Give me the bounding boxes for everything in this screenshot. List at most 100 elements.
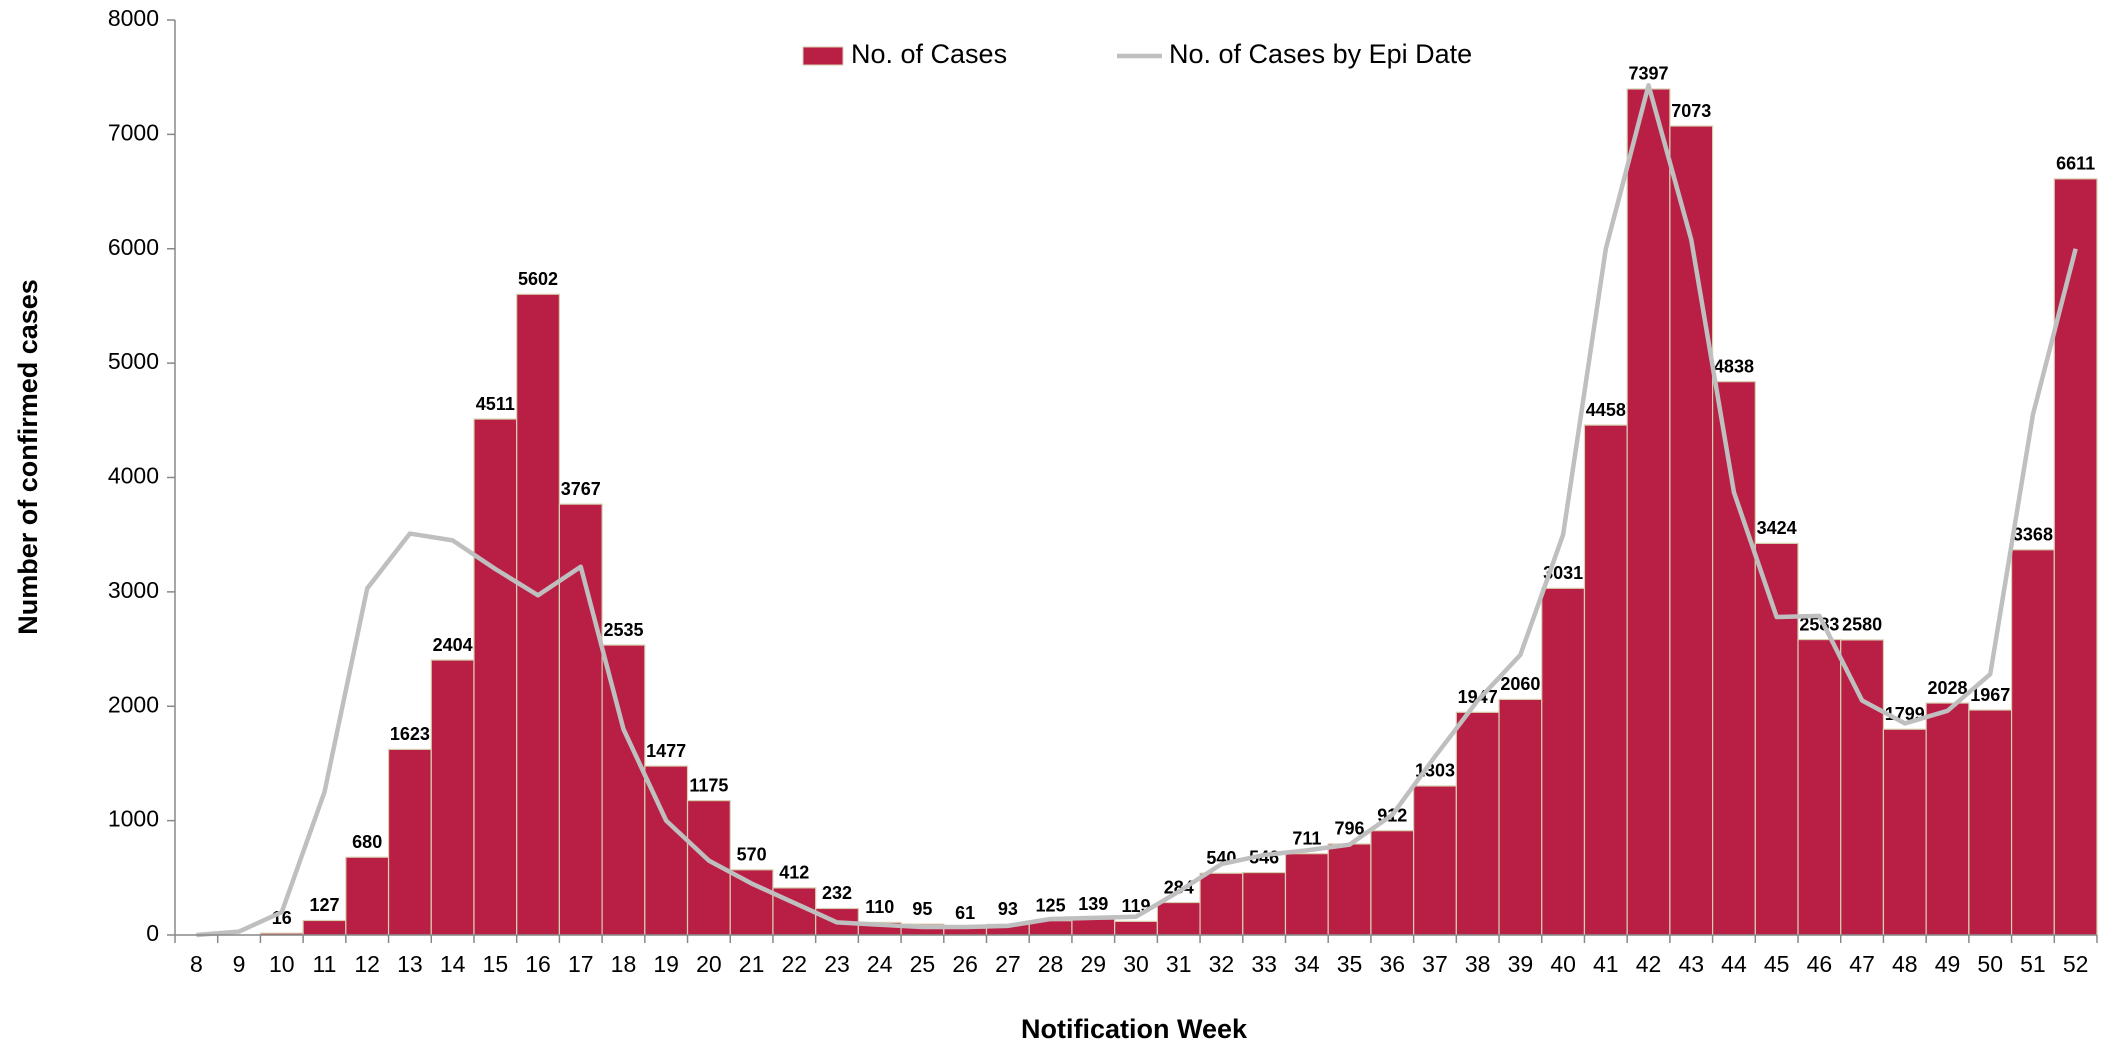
y-tick-label: 5000 <box>108 348 159 374</box>
x-tick-label: 21 <box>739 951 765 977</box>
data-label: 125 <box>1036 895 1066 915</box>
x-tick-label: 47 <box>1849 951 1875 977</box>
x-tick-label: 41 <box>1593 951 1619 977</box>
x-tick-label: 9 <box>233 951 246 977</box>
data-label: 5602 <box>518 269 558 289</box>
bar <box>1199 872 1244 936</box>
y-tick-label: 0 <box>146 920 159 946</box>
data-label: 711 <box>1292 828 1321 848</box>
bar <box>516 293 561 936</box>
x-tick-label: 39 <box>1508 951 1534 977</box>
data-label: 4458 <box>1586 400 1626 420</box>
data-label: 2583 <box>1799 614 1839 634</box>
x-tick-label: 28 <box>1038 951 1064 977</box>
bar <box>1498 698 1543 936</box>
x-tick-label: 22 <box>782 951 808 977</box>
y-axis-title: Number of confirmed cases <box>13 279 43 635</box>
data-label: 3368 <box>2013 525 2053 545</box>
x-tick-label: 24 <box>867 951 893 977</box>
x-tick-label: 45 <box>1764 951 1790 977</box>
y-tick-label: 6000 <box>108 234 159 260</box>
bar <box>345 856 390 936</box>
data-label: 3767 <box>561 479 601 499</box>
x-tick-label: 40 <box>1550 951 1576 977</box>
x-tick-label: 26 <box>952 951 978 977</box>
x-tick-label: 11 <box>313 951 337 977</box>
data-label: 680 <box>352 832 382 852</box>
data-label: 570 <box>737 845 767 865</box>
bar <box>1711 381 1756 936</box>
x-tick-label: 32 <box>1209 951 1235 977</box>
bar <box>1541 587 1586 936</box>
line <box>196 82 2078 938</box>
y-tick-label: 7000 <box>108 119 159 145</box>
x-tick-label: 15 <box>483 951 509 977</box>
x-tick-label: 8 <box>190 951 203 977</box>
y-tick-label: 8000 <box>108 5 159 31</box>
data-label: 284 <box>1164 877 1194 897</box>
bar <box>1925 702 1970 936</box>
data-label: 139 <box>1078 894 1108 914</box>
bar <box>430 659 475 936</box>
data-label: 2060 <box>1500 674 1540 694</box>
bar <box>1968 709 2013 936</box>
x-tick-label: 10 <box>269 951 295 977</box>
bar <box>302 919 347 936</box>
bar <box>1583 424 1628 936</box>
bar <box>1626 88 1671 936</box>
x-tick-label: 38 <box>1465 951 1491 977</box>
data-label: 7397 <box>1629 64 1669 84</box>
bar <box>1327 843 1372 936</box>
data-label: 95 <box>912 899 932 919</box>
data-label: 127 <box>309 895 339 915</box>
y-tick-label: 4000 <box>108 463 159 489</box>
y-tick-label: 1000 <box>108 806 159 832</box>
data-label: 4511 <box>476 394 515 414</box>
x-tick-label: 30 <box>1123 951 1149 977</box>
data-label: 796 <box>1335 819 1365 839</box>
x-tick-label: 49 <box>1935 951 1961 977</box>
data-label: 1623 <box>390 724 430 744</box>
x-tick-label: 27 <box>995 951 1021 977</box>
x-tick-label: 12 <box>354 951 380 977</box>
bar <box>1242 871 1287 936</box>
data-label: 232 <box>822 883 852 903</box>
x-axis-title: Notification Week <box>1021 1014 1248 1044</box>
legend-swatch <box>802 46 844 66</box>
y-tick-label: 2000 <box>108 691 159 717</box>
x-tick-label: 19 <box>653 951 679 977</box>
x-tick-label: 17 <box>568 951 594 977</box>
x-tick-label: 23 <box>824 951 850 977</box>
x-tick-label: 13 <box>397 951 423 977</box>
bar <box>2053 178 2098 936</box>
data-label: 7073 <box>1671 101 1711 121</box>
x-tick-label: 18 <box>611 951 637 977</box>
data-label: 1175 <box>689 775 728 795</box>
data-label: 6611 <box>2056 154 2095 174</box>
legend-label: No. of Cases <box>851 39 1007 69</box>
bar <box>387 748 432 936</box>
bar <box>1370 830 1415 936</box>
data-label: 110 <box>865 897 894 917</box>
data-label: 61 <box>955 903 975 923</box>
bar <box>1284 853 1329 936</box>
bar <box>2010 549 2055 936</box>
bar <box>1156 901 1201 936</box>
x-tick-label: 50 <box>1977 951 2003 977</box>
x-tick-label: 42 <box>1636 951 1662 977</box>
y-tick-label: 3000 <box>108 577 159 603</box>
x-tick-label: 35 <box>1337 951 1363 977</box>
data-label: 4838 <box>1714 356 1754 376</box>
x-tick-label: 44 <box>1721 951 1747 977</box>
legend-label: No. of Cases by Epi Date <box>1169 39 1472 69</box>
data-label: 2580 <box>1842 615 1882 635</box>
bar <box>1114 920 1158 936</box>
x-tick-label: 29 <box>1080 951 1106 977</box>
x-tick-label: 33 <box>1251 951 1277 977</box>
bar <box>1882 728 1927 936</box>
x-tick-label: 36 <box>1379 951 1405 977</box>
x-tick-label: 14 <box>440 951 466 977</box>
data-label: 2535 <box>603 620 643 640</box>
x-tick-label: 52 <box>2063 951 2089 977</box>
